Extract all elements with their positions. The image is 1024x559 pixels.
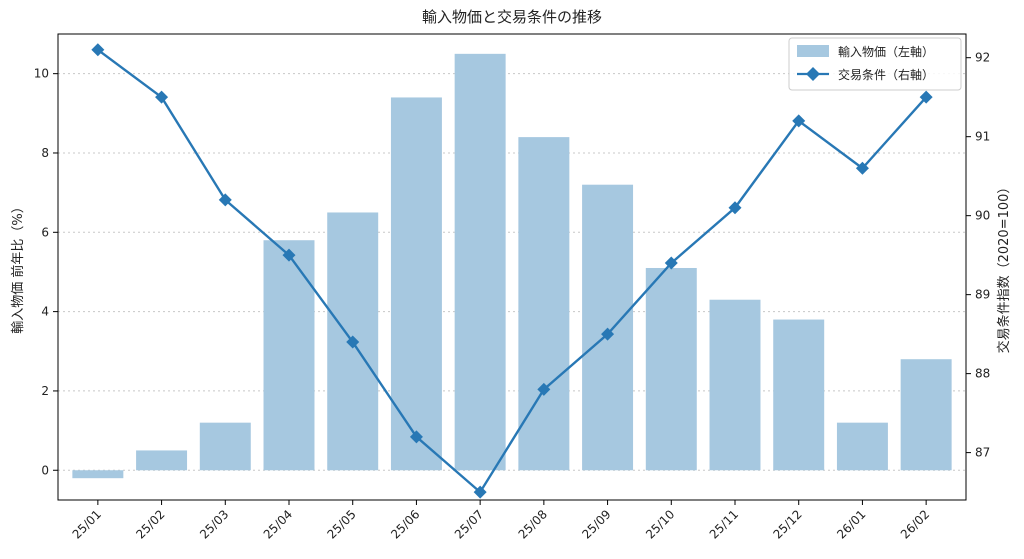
line-point (282, 248, 296, 262)
line-path (97, 48, 928, 494)
x-tick-label: 25/09 (579, 507, 613, 541)
line-point (855, 161, 869, 175)
x-tick-label: 25/12 (770, 507, 804, 541)
line-point (346, 335, 360, 349)
left-tick-label: 10 (34, 67, 49, 81)
x-tick-label: 25/04 (261, 507, 295, 541)
grid-lines (58, 73, 966, 471)
bar (773, 319, 825, 471)
left-tick-label: 4 (41, 305, 49, 319)
x-tick-label: 25/11 (707, 507, 741, 541)
bar (645, 267, 697, 471)
legend: 輸入物価（左軸） 交易条件（右軸） (788, 37, 962, 91)
bar (582, 184, 634, 471)
line-point (728, 201, 742, 215)
line-point (155, 90, 169, 104)
left-tick-label: 8 (41, 146, 49, 160)
right-axis-ticks: 87 88 89 90 91 92 (966, 51, 990, 460)
left-axis-label: 輸入物価 前年比（%） (10, 200, 26, 334)
line-point (537, 382, 551, 396)
line-point (664, 256, 678, 270)
right-tick-label: 88 (975, 367, 990, 381)
line-series (91, 43, 933, 499)
x-tick-label: 25/01 (70, 507, 104, 541)
right-tick-label: 87 (975, 446, 990, 460)
left-tick-label: 6 (41, 225, 49, 239)
right-tick-label: 89 (975, 288, 990, 302)
x-tick-label: 25/06 (388, 507, 422, 541)
left-tick-label: 2 (41, 384, 49, 398)
line-point (601, 327, 615, 341)
x-tick-label: 25/10 (643, 507, 677, 541)
legend-diamond-marker (806, 67, 820, 81)
left-tick-label: 0 (41, 463, 49, 477)
bar (454, 53, 506, 471)
x-tick-label: 25/08 (516, 507, 550, 541)
legend-box (788, 37, 962, 91)
right-axis-label: 交易条件指数（2020=100） (996, 181, 1012, 354)
line-point (473, 485, 487, 499)
bar (836, 422, 888, 471)
right-tick-label: 91 (975, 130, 990, 144)
bar (709, 299, 761, 471)
bar (199, 422, 251, 471)
left-axis-ticks: 0 2 4 6 8 10 (34, 67, 58, 477)
right-tick-label: 90 (975, 209, 990, 223)
line-point (919, 90, 933, 104)
line-point (792, 114, 806, 128)
bar (390, 97, 442, 471)
bar (263, 240, 315, 471)
right-tick-label: 92 (975, 51, 990, 65)
x-tick-label: 25/05 (324, 507, 358, 541)
plot-frame (57, 33, 967, 501)
line-point (409, 430, 423, 444)
x-axis-ticks: 25/01 25/02 25/03 25/04 25/05 25/06 25/07 25/08… (70, 500, 932, 542)
x-tick-label: 25/03 (197, 507, 231, 541)
line-point (218, 193, 232, 207)
x-tick-label: 26/02 (898, 507, 932, 541)
line-point (91, 43, 105, 57)
legend-bar-swatch (797, 45, 829, 57)
x-tick-label: 26/01 (834, 507, 868, 541)
bar-series (72, 53, 952, 479)
legend-line-label: 交易条件（右軸） (838, 67, 934, 82)
x-tick-label: 25/07 (452, 507, 486, 541)
bar (72, 470, 124, 479)
bar (136, 450, 188, 471)
bar (900, 359, 952, 471)
x-tick-label: 25/02 (133, 507, 167, 541)
chart-title: 輸入物価と交易条件の推移 (422, 8, 602, 26)
legend-bar-label: 輸入物価（左軸） (838, 44, 934, 59)
